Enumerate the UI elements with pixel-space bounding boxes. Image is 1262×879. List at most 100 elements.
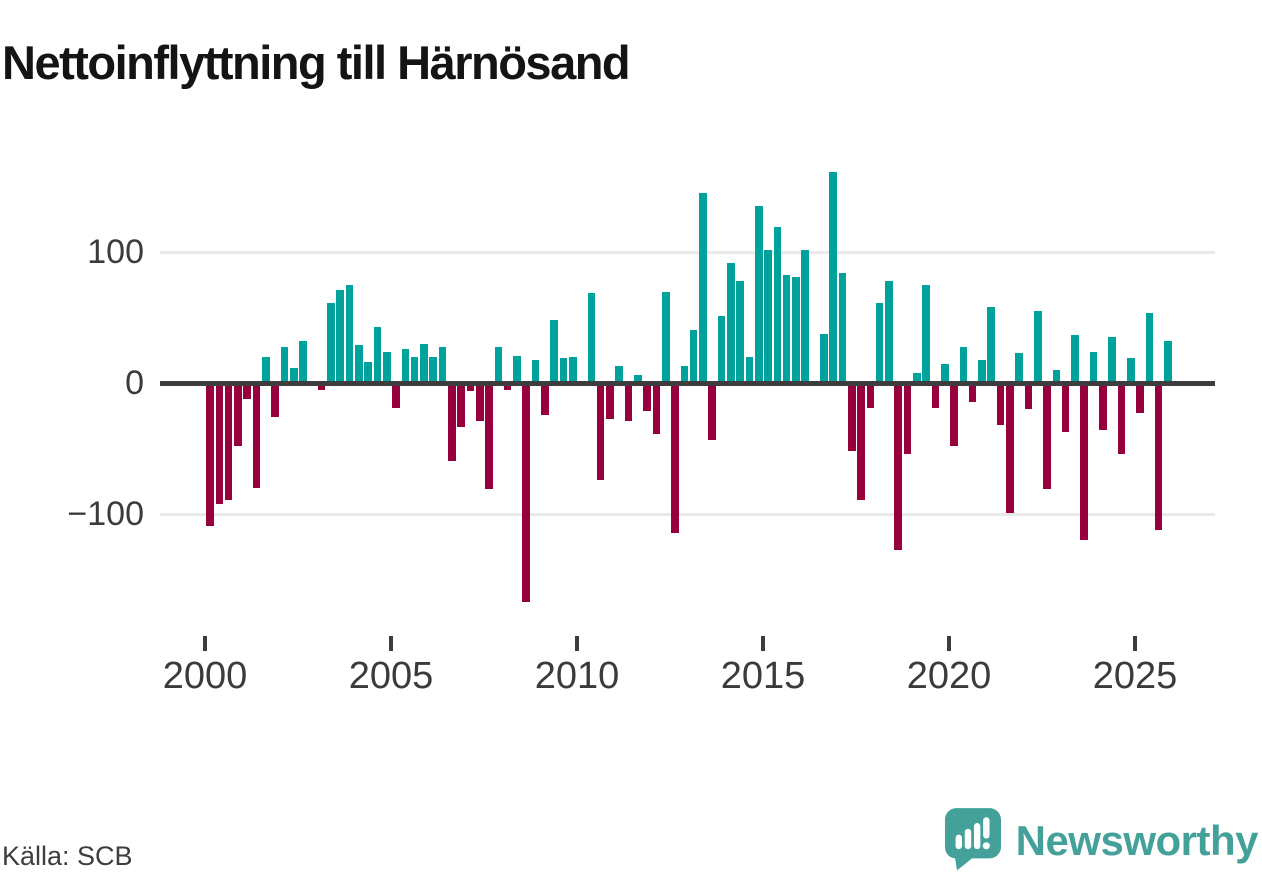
y-axis-label-0: 0	[125, 364, 144, 402]
gridline-minus-100	[160, 513, 1215, 516]
bar-2000-q4	[234, 383, 242, 447]
newsworthy-wordmark: Newsworthy	[1015, 817, 1259, 864]
bar-2002-q2	[289, 367, 298, 384]
gridline-plus-100	[160, 251, 1215, 254]
bar-2013-q2	[699, 193, 707, 384]
bar-2005-q1	[392, 383, 400, 409]
source-label: Källa: SCB	[2, 841, 133, 871]
bar-2014-q4	[754, 206, 763, 384]
bar-2017-q2	[847, 383, 856, 452]
bar-2020-q4	[978, 359, 986, 384]
bar-2017-q1	[838, 273, 847, 384]
bar-2004-q1	[355, 345, 363, 384]
bar-2000-q3	[224, 383, 233, 500]
bar-2008-q1	[503, 383, 512, 390]
bar-2013-q1	[689, 329, 698, 384]
bar-2003-q3	[336, 290, 345, 384]
bar-2018-q2	[885, 281, 893, 384]
x-axis-label-2010: 2010	[534, 655, 620, 697]
bar-2015-q2	[773, 227, 782, 384]
bar-2020-q2	[959, 346, 968, 384]
bar-2003-q2	[327, 303, 335, 384]
bar-2021-q4	[1015, 353, 1023, 384]
bar-2006-q4	[457, 383, 465, 427]
bar-2009-q2	[550, 320, 558, 384]
bar-2020-q3	[968, 383, 977, 402]
bar-2019-q1	[913, 372, 921, 384]
bar-2006-q1	[429, 357, 438, 384]
bar-2012-q1	[652, 383, 661, 435]
x-tick-2015	[761, 636, 765, 651]
bar-2017-q3	[857, 383, 865, 500]
bar-2021-q1	[987, 307, 996, 384]
bar-2000-q1	[206, 383, 214, 527]
bar-2016-q3	[820, 333, 828, 384]
bar-2024-q4	[1126, 358, 1135, 384]
bar-2003-q4	[345, 285, 354, 384]
x-axis-label-2000: 2000	[162, 655, 248, 697]
bar-2014-q2	[736, 281, 744, 384]
bar-2000-q2	[215, 383, 224, 504]
bar-2010-q4	[606, 383, 614, 419]
bar-2001-q1	[243, 383, 252, 400]
chart-title: Nettoinflyttning till Härnösand	[2, 36, 631, 90]
y-axis-label-minus-100: −100	[67, 495, 144, 533]
bar-2009-q1	[541, 383, 549, 415]
bar-2004-q4	[382, 351, 391, 384]
bar-2023-q4	[1089, 351, 1098, 384]
bar-2002-q1	[280, 346, 289, 384]
bar-2004-q2	[364, 362, 372, 384]
bar-2012-q4	[680, 366, 689, 384]
x-axis-label-2020: 2020	[906, 655, 992, 697]
bar-2008-q3	[522, 383, 531, 603]
bar-2012-q3	[671, 383, 679, 533]
bar-2023-q1	[1061, 383, 1070, 432]
bar-2001-q3	[262, 357, 270, 384]
x-axis-label-2025: 2025	[1092, 655, 1178, 697]
bar-2011-q2	[624, 383, 633, 422]
bar-2013-q4	[717, 316, 726, 384]
bar-2009-q3	[559, 358, 568, 384]
bar-2006-q3	[448, 383, 456, 461]
bar-2024-q3	[1117, 383, 1126, 455]
bar-2009-q4	[568, 357, 577, 384]
bar-2013-q3	[708, 383, 717, 440]
bar-2011-q3	[634, 375, 642, 384]
bar-2024-q2	[1108, 337, 1116, 384]
bar-2007-q1	[466, 383, 475, 392]
x-axis-label-2005: 2005	[348, 655, 434, 697]
bar-2014-q1	[727, 262, 735, 384]
bar-2007-q3	[485, 383, 493, 490]
bar-2007-q2	[475, 383, 484, 422]
bar-2018-q3	[894, 383, 903, 550]
x-axis-label-2015: 2015	[720, 655, 806, 697]
bar-2021-q3	[1006, 383, 1014, 513]
x-tick-2010	[575, 636, 579, 651]
bar-2023-q3	[1080, 383, 1089, 541]
bar-2010-q3	[596, 383, 605, 481]
bar-2005-q2	[401, 349, 410, 384]
bar-2025-q4	[1164, 341, 1172, 384]
bar-2015-q4	[792, 277, 800, 384]
x-tick-2020	[947, 636, 951, 651]
bar-2004-q3	[373, 326, 382, 384]
bar-2002-q3	[299, 341, 307, 384]
bar-2003-q1	[317, 383, 326, 390]
bar-2001-q4	[271, 383, 279, 418]
bar-2022-q3	[1043, 383, 1051, 490]
bar-2010-q2	[587, 292, 596, 384]
bar-2025-q2	[1145, 312, 1154, 384]
bar-2019-q2	[922, 285, 930, 384]
bar-2008-q2	[513, 355, 521, 384]
bar-2015-q3	[782, 274, 791, 384]
bar-2012-q2	[661, 291, 670, 384]
bar-2011-q4	[643, 383, 651, 411]
x-tick-2000	[203, 636, 207, 651]
bar-2005-q3	[410, 357, 419, 384]
bar-2022-q1	[1024, 383, 1033, 410]
bar-2022-q2	[1033, 311, 1042, 384]
zero-axis-line	[160, 381, 1215, 386]
bar-2005-q4	[420, 344, 428, 384]
